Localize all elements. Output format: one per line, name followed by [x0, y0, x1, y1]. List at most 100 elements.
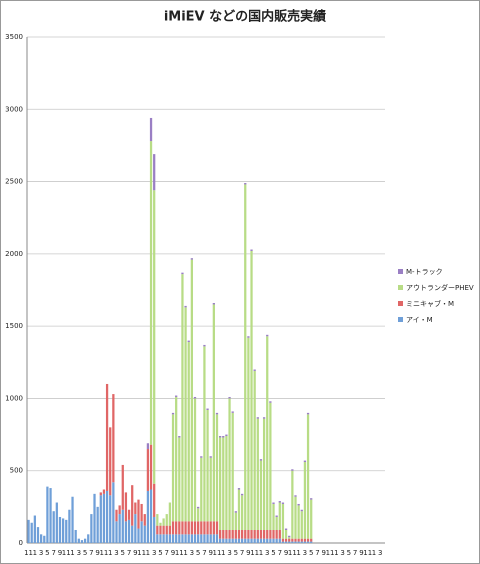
legend-label: アウトランダーPHEV — [406, 283, 474, 292]
bar-segment — [219, 529, 222, 539]
bar-segment — [27, 519, 30, 543]
bar-segment — [228, 538, 231, 543]
bar-segment — [124, 521, 128, 543]
bar-segment — [306, 412, 310, 415]
bar-segment — [146, 490, 150, 543]
bar-segment — [244, 184, 247, 530]
bar-segment — [77, 538, 80, 543]
bar-segment — [93, 493, 96, 543]
bar-segment — [272, 529, 275, 539]
bar-segment — [200, 456, 203, 458]
bar-segment — [259, 529, 263, 539]
bar-segment — [291, 541, 294, 543]
bar-segment — [184, 307, 187, 522]
legend-swatch — [398, 317, 403, 322]
x-tick-label: 9 — [359, 549, 363, 557]
bar-segment — [222, 529, 225, 539]
bar-segment — [310, 538, 313, 542]
bar-segment — [109, 427, 112, 496]
x-tick-label: 7 — [89, 549, 93, 557]
bar-segment — [184, 534, 187, 543]
y-tick-label: 3000 — [5, 105, 23, 113]
x-tick-label: 7 — [353, 549, 357, 557]
bar-segment — [303, 462, 307, 539]
bar-segment — [162, 525, 165, 535]
bar-segment — [219, 437, 222, 530]
bar-segment — [178, 436, 181, 438]
bar-segment — [222, 538, 225, 543]
bar-segment — [262, 538, 266, 543]
bar-segment — [187, 342, 190, 522]
bar-segment — [80, 540, 84, 543]
bar-segment — [284, 528, 288, 530]
bar-segment — [234, 529, 237, 539]
bar-segment — [225, 529, 228, 539]
x-tick-label: 9 — [284, 549, 288, 557]
bar-segment — [197, 506, 200, 509]
bar-segment — [178, 521, 181, 535]
x-tick-label: 9 — [322, 549, 326, 557]
bar-segment — [281, 503, 285, 539]
x-tick-label: 9 — [95, 549, 99, 557]
bar-segment — [225, 538, 228, 543]
bar-segment — [250, 249, 253, 251]
bar-segment — [234, 538, 237, 543]
bar-segment — [181, 272, 184, 275]
bar-segment — [102, 493, 106, 543]
bar-segment — [200, 457, 203, 522]
bar-segment — [253, 529, 256, 539]
y-tick-label: 1000 — [5, 394, 23, 402]
bar-segment — [244, 183, 247, 185]
bar-segment — [156, 525, 159, 535]
bar-segment — [212, 534, 215, 543]
bar-segment — [244, 538, 247, 543]
bar-segment — [272, 502, 275, 504]
bar-segment — [209, 457, 212, 522]
bar-segment — [237, 489, 241, 530]
bar-segment — [209, 534, 212, 543]
bar-segment — [212, 521, 215, 535]
bar-segment — [256, 418, 259, 530]
bar-segment — [184, 305, 187, 308]
bar-segment — [40, 534, 43, 543]
bar-segment — [234, 512, 237, 530]
bar-segment — [247, 538, 250, 543]
x-tick-label: 5 — [158, 549, 162, 557]
x-tick-label: 1 — [108, 549, 112, 557]
bar-segment — [240, 538, 244, 543]
bar-segment — [231, 529, 234, 539]
bar-segment — [259, 538, 263, 543]
bar-segment — [228, 398, 231, 530]
bar-segment — [175, 521, 178, 535]
bar-segment — [228, 529, 231, 539]
bar-segment — [206, 409, 209, 522]
bar-segment — [228, 396, 231, 399]
bar-segment — [112, 394, 115, 483]
bar-segment — [105, 383, 109, 491]
bar-segment — [178, 437, 181, 522]
bar-segment — [149, 444, 153, 490]
bar-segment — [159, 525, 162, 535]
bar-segment — [306, 538, 310, 542]
x-tick-label: 1 — [33, 549, 37, 557]
x-tick-label: 3 — [39, 549, 43, 557]
bar-segment — [190, 534, 193, 543]
bar-segment — [284, 538, 288, 542]
x-tick-label: 7 — [127, 549, 131, 557]
bar-segment — [203, 346, 206, 522]
bar-segment — [219, 538, 222, 543]
bar-segment — [36, 527, 40, 543]
bar-segment — [266, 334, 269, 337]
bar-segment — [90, 514, 93, 543]
bar-segment — [300, 541, 303, 543]
x-tick-label: 9 — [246, 549, 250, 557]
bar-segment — [134, 514, 137, 543]
bar-segment — [171, 412, 175, 415]
bar-segment — [297, 505, 300, 539]
x-tick-label: 3 — [114, 549, 118, 557]
bar-segment — [149, 117, 153, 142]
x-tick-label: 1 — [183, 549, 187, 557]
bar-segment — [109, 495, 112, 543]
bar-segment — [162, 534, 165, 543]
